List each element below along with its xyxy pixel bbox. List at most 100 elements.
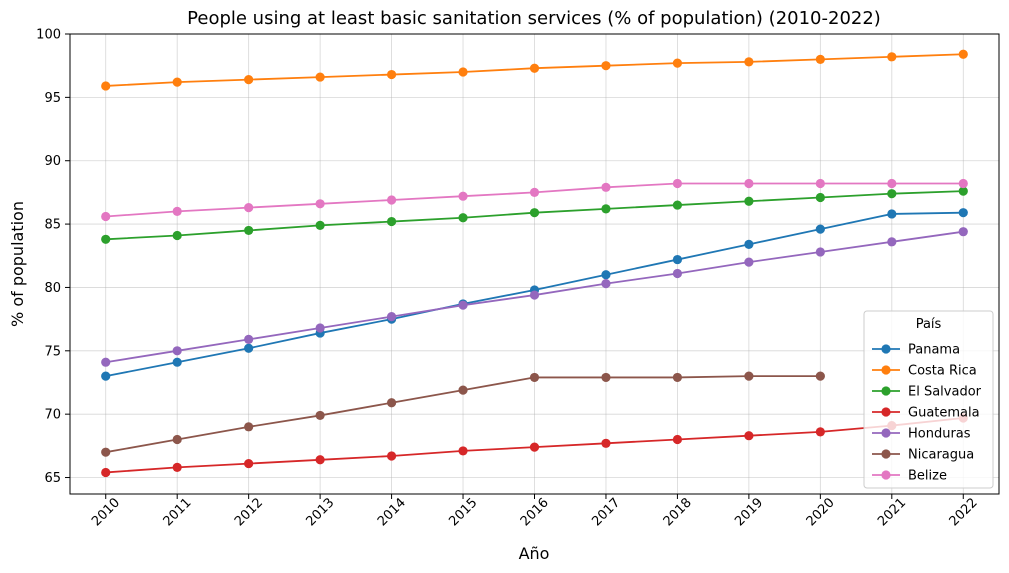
data-point xyxy=(386,398,397,408)
data-point xyxy=(601,438,611,448)
data-point xyxy=(958,227,968,237)
y-tick-label: 100 xyxy=(36,28,61,43)
y-tick-label: 70 xyxy=(44,408,61,423)
data-point xyxy=(887,189,897,199)
data-point xyxy=(815,247,825,257)
data-point xyxy=(172,462,182,472)
legend-label: Guatemala xyxy=(908,406,980,421)
data-point xyxy=(744,239,754,249)
data-point xyxy=(172,206,182,217)
data-point xyxy=(172,434,182,445)
legend-swatch-marker xyxy=(881,428,891,438)
data-point xyxy=(101,357,111,367)
data-point xyxy=(958,208,968,218)
series-honduras xyxy=(101,227,968,367)
data-point xyxy=(101,371,111,381)
legend-swatch-marker xyxy=(881,386,891,396)
data-point xyxy=(315,455,325,465)
legend-swatch-marker xyxy=(881,365,891,375)
legend-label: Belize xyxy=(908,469,947,484)
data-point xyxy=(458,446,468,456)
data-point xyxy=(458,213,468,223)
legend: País Panama Costa Rica El Salvador Guatemala… xyxy=(863,310,994,489)
data-point xyxy=(815,178,825,189)
legend-label: Panama xyxy=(908,343,960,358)
data-point xyxy=(601,279,611,289)
legend-swatch-marker xyxy=(881,407,891,417)
data-point xyxy=(672,178,683,189)
data-point xyxy=(315,410,325,421)
y-tick-label: 90 xyxy=(44,154,61,169)
data-point xyxy=(744,371,754,381)
data-point xyxy=(887,178,897,189)
data-point xyxy=(244,75,254,85)
data-point xyxy=(672,268,683,279)
data-point xyxy=(172,346,182,356)
data-point xyxy=(101,211,111,222)
data-point xyxy=(887,237,897,247)
data-point xyxy=(529,290,540,300)
data-point xyxy=(672,372,683,383)
data-point xyxy=(244,422,254,432)
data-point xyxy=(101,234,111,244)
series-el-salvador xyxy=(101,186,968,244)
data-point xyxy=(386,451,397,461)
data-point xyxy=(172,77,182,87)
data-point xyxy=(815,371,825,381)
series-group xyxy=(101,49,968,478)
data-point xyxy=(101,447,111,457)
data-point xyxy=(458,191,468,201)
legend-swatch-marker xyxy=(881,344,891,354)
series-belize xyxy=(101,178,968,222)
series-nicaragua xyxy=(101,371,825,457)
y-tick-label: 80 xyxy=(44,281,61,296)
data-point xyxy=(672,200,683,210)
legend-item-panama: Panama xyxy=(872,343,960,358)
data-point xyxy=(315,199,325,209)
data-point xyxy=(744,196,754,206)
data-point xyxy=(386,311,397,322)
data-point xyxy=(244,343,254,353)
data-point xyxy=(386,216,397,227)
data-point xyxy=(386,195,397,205)
data-point xyxy=(315,72,325,82)
data-point xyxy=(529,208,540,218)
y-axis-title: % of population xyxy=(8,201,27,327)
legend-item-guatemala: Guatemala xyxy=(872,406,980,421)
data-point xyxy=(601,204,611,214)
data-point xyxy=(887,52,897,62)
legend-label: Costa Rica xyxy=(908,364,977,379)
data-point xyxy=(744,431,754,441)
data-point xyxy=(315,220,325,230)
data-point xyxy=(672,254,683,265)
legend-item-belize: Belize xyxy=(872,469,947,484)
y-tick-label: 65 xyxy=(44,471,61,486)
data-point xyxy=(815,427,825,437)
legend-item-honduras: Honduras xyxy=(872,427,971,442)
data-point xyxy=(458,300,468,310)
legend-item-nicaragua: Nicaragua xyxy=(872,448,974,463)
y-tick-label: 75 xyxy=(44,344,61,359)
data-point xyxy=(958,49,968,59)
data-point xyxy=(601,182,611,192)
data-point xyxy=(672,434,683,445)
legend-title: País xyxy=(916,317,942,332)
data-point xyxy=(601,372,611,383)
data-point xyxy=(601,270,611,280)
data-point xyxy=(529,372,540,383)
legend-swatch-marker xyxy=(881,449,891,459)
legend-swatch-marker xyxy=(881,470,891,480)
chart-title: People using at least basic sanitation s… xyxy=(187,8,881,29)
y-tick-label: 95 xyxy=(44,91,61,106)
data-point xyxy=(172,230,182,241)
legend-item-costa-rica: Costa Rica xyxy=(872,364,977,379)
data-point xyxy=(244,458,254,469)
data-point xyxy=(744,57,754,67)
data-point xyxy=(815,192,825,203)
data-point xyxy=(244,334,254,344)
data-point xyxy=(386,69,397,80)
data-point xyxy=(672,58,683,68)
data-point xyxy=(529,63,540,73)
data-point xyxy=(458,385,468,395)
